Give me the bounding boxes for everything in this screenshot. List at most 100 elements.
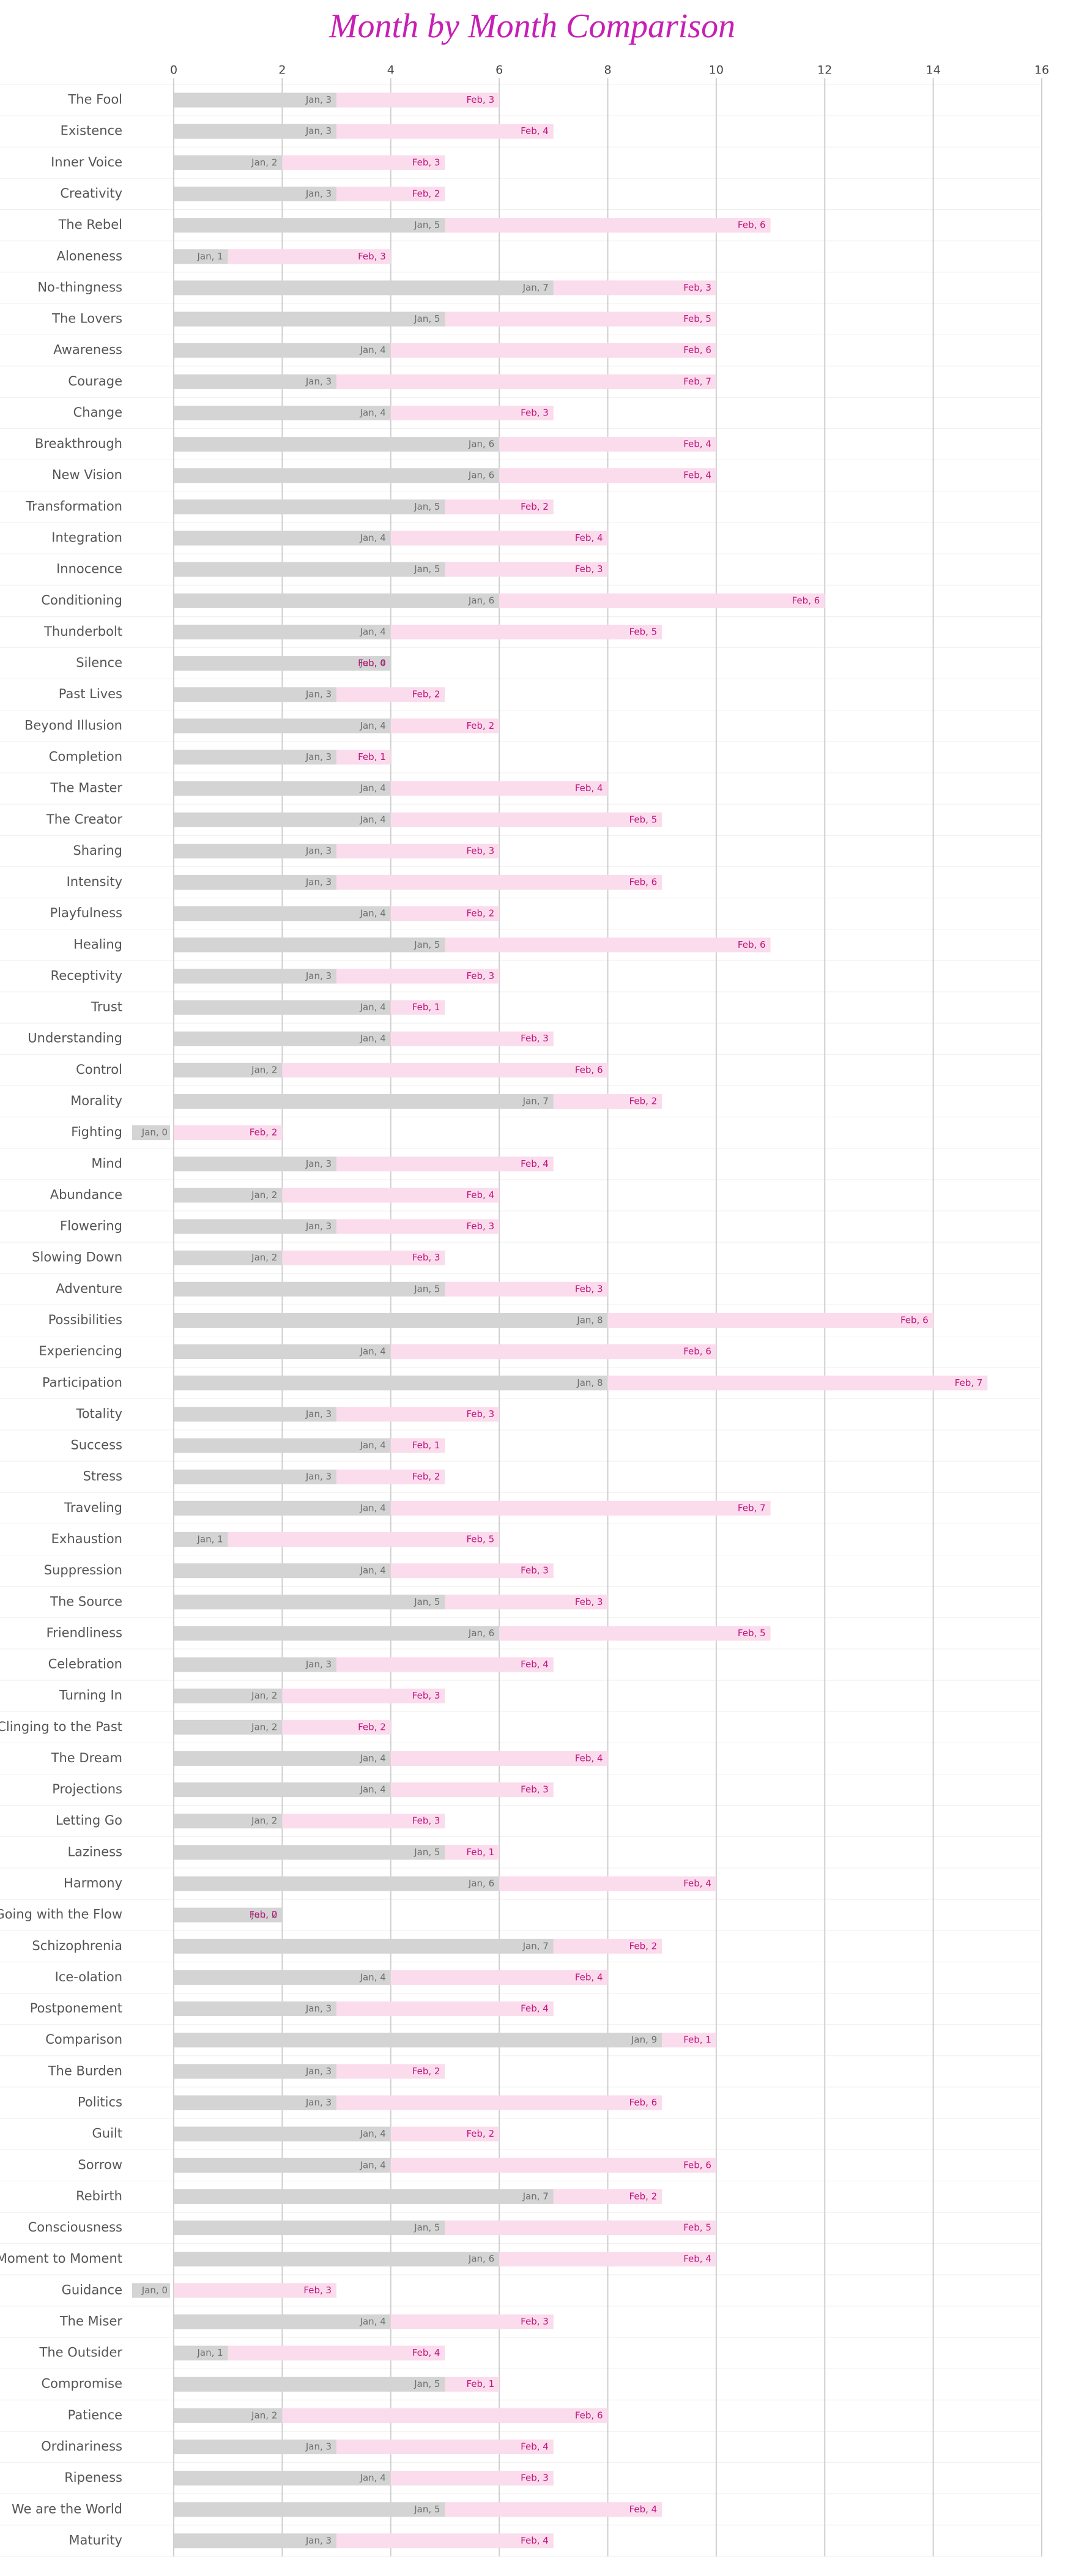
y-tick-label: Projections (52, 1782, 122, 1796)
data-label: Jan, 6 (468, 1878, 494, 1889)
bar-segment (174, 1970, 391, 1985)
bar-segment (607, 1313, 933, 1328)
bar-segment (336, 687, 445, 702)
data-label: Feb, 4 (575, 1971, 603, 1982)
y-tick-label: Silence (76, 655, 122, 670)
data-label: Feb, 3 (521, 2316, 549, 2327)
data-label: Feb, 3 (683, 282, 711, 293)
bar-segment (174, 374, 337, 389)
data-label: Feb, 7 (683, 376, 711, 387)
bar-segment (390, 1782, 554, 1798)
bar-segment (174, 2252, 500, 2267)
data-label: Feb, 1 (466, 2378, 494, 2389)
data-label: Jan, 0 (141, 1127, 168, 1138)
data-label: Feb, 4 (683, 470, 711, 481)
data-label: Feb, 1 (412, 1002, 440, 1013)
y-tick-label: Sharing (73, 843, 122, 858)
bar-segment (336, 750, 391, 765)
data-label: Feb, 2 (412, 689, 440, 700)
bar-segment (174, 1657, 337, 1672)
data-label: Jan, 2 (251, 2410, 277, 2421)
data-label: Jan, 4 (360, 658, 386, 669)
y-tick-label: Rebirth (76, 2189, 122, 2203)
y-tick-label: Clinging to the Past (0, 1719, 122, 1734)
data-label: Jan, 4 (360, 814, 386, 825)
bar-segment (174, 656, 391, 671)
data-label: Jan, 4 (360, 1002, 386, 1013)
y-tick-label: Existence (61, 124, 122, 138)
y-tick-label: Ripeness (64, 2470, 122, 2485)
bar-segment (174, 311, 445, 327)
x-tick-label: 8 (604, 64, 611, 77)
y-tick-label: Going with the Flow (0, 1907, 122, 1922)
data-label: Jan, 8 (576, 1315, 603, 1326)
data-label: Feb, 6 (900, 1315, 929, 1326)
data-label: Jan, 3 (305, 689, 332, 700)
y-tick-label: Mind (91, 1156, 122, 1171)
data-label: Jan, 7 (522, 282, 549, 293)
data-label: Feb, 3 (412, 1690, 440, 1701)
x-tick-label: 4 (387, 64, 395, 77)
bar-segment (174, 1845, 445, 1860)
y-tick-label: Guilt (92, 2126, 123, 2141)
bar-segment (174, 1688, 283, 1703)
data-label: Jan, 3 (305, 2066, 332, 2077)
bar-segment (174, 1313, 608, 1328)
bar-segment (445, 1595, 608, 1610)
bar-segment (174, 937, 445, 953)
bar-segment (390, 1000, 445, 1015)
data-label: Jan, 3 (305, 2535, 332, 2546)
bar-segment (174, 843, 337, 858)
bar-segment (499, 2252, 716, 2267)
bar-segment (390, 812, 662, 827)
bar-segment (174, 1375, 608, 1391)
bar-segment (390, 1438, 445, 1453)
y-tick-label: Experiencing (39, 1344, 122, 1358)
y-tick-label: Breakthrough (35, 436, 122, 451)
bar-segment (390, 2126, 500, 2142)
y-tick-label: The Miser (59, 2314, 123, 2328)
y-tick-label: Participation (42, 1375, 122, 1390)
data-label: Jan, 4 (360, 532, 386, 543)
y-tick-label: Change (73, 405, 122, 420)
bar-segment (553, 280, 716, 296)
bar-segment (390, 343, 716, 358)
bar-segment (445, 562, 608, 577)
data-label: Jan, 5 (414, 939, 440, 950)
bar-segment (174, 1188, 283, 1203)
bar-segment (499, 1876, 716, 1891)
y-tick-label: Creativity (60, 186, 122, 201)
bar-segment (174, 2408, 283, 2423)
y-tick-label: New Vision (52, 467, 122, 482)
bar-segment (499, 593, 825, 608)
bar-segment (336, 969, 500, 984)
bar-segment (174, 1532, 228, 1547)
y-tick-label: Sorrow (78, 2157, 122, 2172)
data-label: Feb, 4 (521, 1158, 549, 1169)
x-tick-label: 12 (817, 64, 832, 77)
bar-segment (445, 1281, 608, 1297)
data-label: Feb, 4 (575, 783, 603, 794)
bar-segment (174, 1814, 283, 1829)
data-label: Jan, 4 (360, 2316, 386, 2327)
bar-segment (553, 1094, 662, 1109)
bar-segment (390, 1500, 771, 1516)
y-tick-label: Beyond Illusion (24, 718, 122, 732)
y-tick-label: Moment to Moment (0, 2251, 122, 2266)
bar-segment (174, 1250, 283, 1265)
bar-segment (390, 1563, 554, 1579)
bar-segment (445, 1845, 500, 1860)
bar-segment (174, 2502, 445, 2517)
data-label: Jan, 5 (414, 2504, 440, 2515)
data-label: Jan, 4 (360, 1565, 386, 1576)
bar-segment (336, 2440, 554, 2455)
bar-segment (336, 2001, 554, 2017)
data-label: Jan, 4 (360, 2128, 386, 2139)
data-label: Feb, 3 (466, 94, 494, 105)
y-tick-label: Stress (83, 1469, 122, 1484)
data-label: Jan, 1 (196, 1533, 223, 1544)
y-tick-label: Turning In (59, 1688, 122, 1703)
bar-segment (390, 530, 608, 546)
data-label: Jan, 1 (196, 2347, 223, 2358)
